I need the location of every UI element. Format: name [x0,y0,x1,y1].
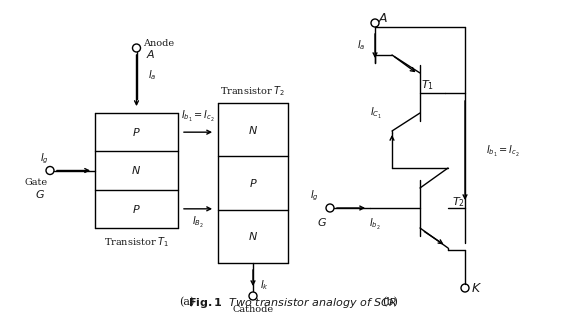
Text: (b): (b) [382,297,398,307]
Text: $I_g$: $I_g$ [39,151,49,166]
Text: $N$: $N$ [248,124,258,136]
Text: Gate: Gate [25,178,48,187]
Text: $I_{B_2}$: $I_{B_2}$ [192,215,204,230]
Text: $I_{C_1}$: $I_{C_1}$ [370,106,382,121]
Text: $I_{b_1} = I_{c_2}$: $I_{b_1} = I_{c_2}$ [486,143,520,159]
Text: $I_a$: $I_a$ [149,68,157,82]
Text: $I_k$: $I_k$ [261,278,269,292]
Text: $I_a$: $I_a$ [357,38,365,52]
Text: Transistor $T_1$: Transistor $T_1$ [104,235,169,249]
Text: $I_{b_2}$: $I_{b_2}$ [369,217,381,232]
Text: $T_1$: $T_1$ [421,78,434,92]
Text: $A$: $A$ [378,11,388,24]
Text: Transistor $T_2$: Transistor $T_2$ [220,84,286,98]
Text: $A$: $A$ [146,48,155,60]
Text: $N$: $N$ [248,230,258,242]
Text: $\mathbf{Fig.1}$  $\it{Two\ transistor\ analogy\ of\ SCR}$: $\mathbf{Fig.1}$ $\it{Two\ transistor\ a… [188,296,398,310]
Text: $K$: $K$ [471,281,483,294]
Text: $G$: $G$ [317,216,327,228]
Text: $P$: $P$ [132,126,141,138]
Text: $I_g$: $I_g$ [309,189,319,203]
Text: (a): (a) [179,297,194,307]
Text: $N$: $N$ [131,164,141,176]
Text: Cathode: Cathode [232,305,274,314]
Text: $G$: $G$ [35,189,45,201]
Text: Anode: Anode [143,39,174,49]
Text: $P$: $P$ [132,203,141,215]
Text: $T_2$: $T_2$ [451,195,464,209]
Text: $I_{b_1} = I_{c_2}$: $I_{b_1} = I_{c_2}$ [181,109,215,124]
Text: $P$: $P$ [249,177,257,189]
